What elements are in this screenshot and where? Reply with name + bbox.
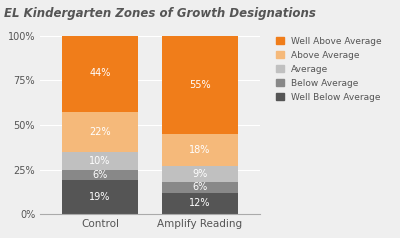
Text: 12%: 12% — [189, 198, 211, 208]
Text: 10%: 10% — [89, 156, 111, 166]
Text: 22%: 22% — [89, 127, 111, 137]
Text: 44%: 44% — [89, 68, 111, 78]
Text: 55%: 55% — [189, 80, 211, 90]
Text: 19%: 19% — [89, 192, 111, 202]
Bar — [62, 113, 138, 152]
Bar — [162, 166, 238, 182]
Text: 18%: 18% — [189, 145, 211, 155]
Bar — [162, 134, 238, 166]
Text: 6%: 6% — [92, 170, 108, 180]
Legend: Well Above Average, Above Average, Average, Below Average, Well Below Average: Well Above Average, Above Average, Avera… — [276, 37, 382, 101]
Bar — [162, 193, 238, 214]
Text: EL Kindergarten Zones of Growth Designations: EL Kindergarten Zones of Growth Designat… — [4, 7, 316, 20]
Bar — [62, 180, 138, 214]
Bar — [162, 36, 238, 134]
Bar — [62, 152, 138, 169]
Bar — [162, 182, 238, 193]
Text: 6%: 6% — [192, 182, 208, 193]
Bar — [62, 170, 138, 180]
Bar — [62, 34, 138, 113]
Text: 9%: 9% — [192, 169, 208, 179]
